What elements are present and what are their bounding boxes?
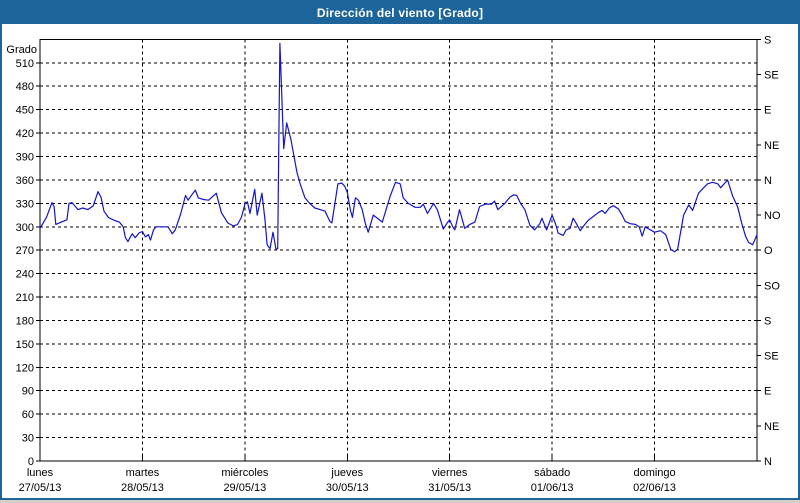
day-name-label: sábado [534, 467, 570, 479]
day-date-label: 27/05/13 [19, 482, 62, 494]
compass-tick-label: S [764, 315, 771, 327]
y-tick-label: 270 [16, 245, 34, 257]
y-tick-label: 330 [16, 198, 34, 210]
day-date-label: 29/05/13 [223, 482, 266, 494]
window-title: Dirección del viento [Grado] [316, 6, 484, 20]
compass-tick-label: NE [764, 421, 779, 433]
compass-tick-label: SO [764, 280, 780, 292]
y-tick-label: 210 [16, 292, 34, 304]
y-tick-label: 420 [16, 128, 34, 140]
y-tick-label: 300 [16, 222, 34, 234]
y-tick-label: 390 [16, 152, 34, 164]
y-tick-label: 360 [16, 175, 34, 187]
plot-border [39, 38, 758, 462]
day-date-label: 02/06/13 [633, 482, 676, 494]
compass-tick-label: N [764, 456, 772, 468]
day-date-label: 28/05/13 [121, 482, 164, 494]
compass-tick-label: N [764, 175, 772, 187]
compass-tick-label: SE [764, 351, 779, 363]
day-name-label: miércoles [221, 467, 269, 479]
day-name-label: domingo [633, 467, 675, 479]
compass-tick-label: E [764, 386, 771, 398]
compass-tick-label: O [764, 245, 773, 257]
compass-tick-label: S [764, 34, 771, 46]
day-name-label: martes [126, 467, 160, 479]
y-axis-title: Grado [6, 44, 37, 56]
y-tick-label: 450 [16, 105, 34, 117]
wind-direction-chart: 0 30 60 90 120 150 180 210 240 270 300 330 360 390 420… [6, 34, 781, 494]
y-tick-label: 480 [16, 81, 34, 93]
compass-tick-label: NE [764, 140, 779, 152]
y-tick-label: 90 [22, 386, 34, 398]
y-tick-label: 30 [22, 433, 34, 445]
day-name-label: lunes [27, 467, 54, 479]
y-tick-label: 60 [22, 409, 34, 421]
y-tick-label: 0 [28, 456, 34, 468]
y-tick-label: 240 [16, 269, 34, 281]
day-date-label: 01/06/13 [531, 482, 574, 494]
y-tick-label: 180 [16, 315, 34, 327]
day-date-label: 31/05/13 [428, 482, 471, 494]
day-name-label: jueves [330, 467, 363, 479]
day-name-label: viernes [432, 467, 468, 479]
chart-area: 0 30 60 90 120 150 180 210 240 270 300 330 360 390 420… [2, 24, 798, 498]
title-bar: Dirección del viento [Grado] [2, 2, 798, 24]
y-tick-label: 150 [16, 339, 34, 351]
compass-tick-label: E [764, 105, 771, 117]
y-tick-label: 120 [16, 362, 34, 374]
compass-tick-label: SE [764, 70, 779, 82]
day-date-label: 30/05/13 [326, 482, 369, 494]
wind-direction-line [39, 42, 758, 253]
compass-tick-label: NO [764, 210, 781, 222]
y-tick-label: 510 [16, 58, 34, 70]
